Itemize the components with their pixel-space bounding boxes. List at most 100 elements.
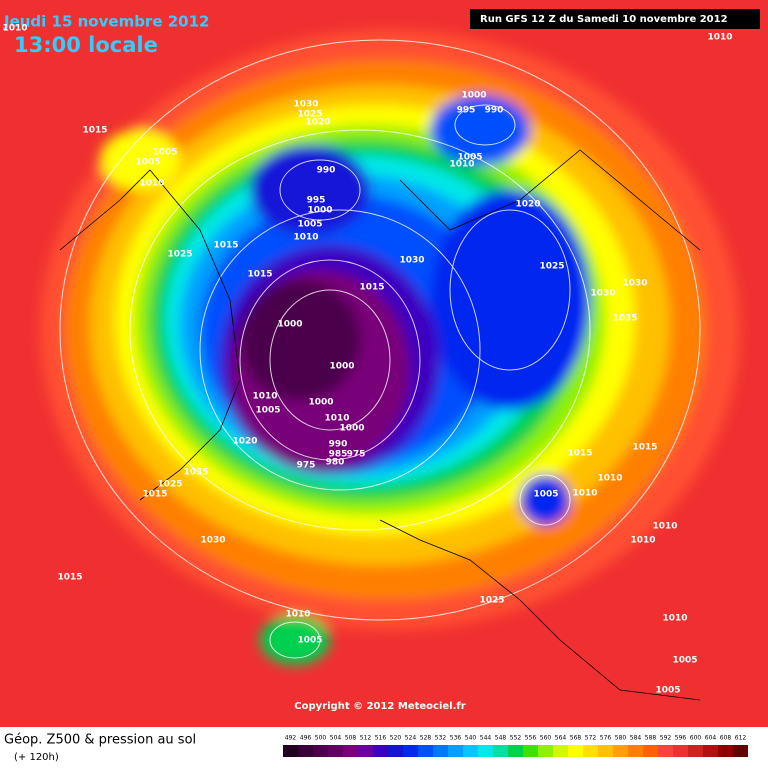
- pressure-label: 1030: [622, 279, 647, 289]
- scale-swatch: [673, 745, 688, 757]
- run-box: [470, 9, 760, 29]
- pressure-label: 1000: [307, 206, 332, 216]
- pressure-label: 1005: [255, 406, 280, 416]
- pressure-label: 1020: [305, 118, 330, 128]
- pressure-label: 1005: [533, 490, 558, 500]
- scale-swatch: [613, 745, 628, 757]
- pressure-label: 1010: [652, 522, 677, 532]
- pressure-label: 1010: [449, 160, 474, 170]
- scale-swatch: [628, 745, 643, 757]
- scale-swatch: [328, 745, 343, 757]
- pressure-label: 1015: [82, 126, 107, 136]
- scale-label: 608: [720, 735, 732, 742]
- scale-label: 524: [405, 735, 417, 742]
- pressure-label: 1025: [479, 596, 504, 606]
- pressure-label: 980: [326, 458, 345, 468]
- scale-label: 572: [585, 735, 597, 742]
- scale-swatch: [583, 745, 598, 757]
- pressure-label: 1010: [252, 392, 277, 402]
- time: 13:00 locale: [14, 33, 158, 57]
- scale-label: 588: [645, 735, 657, 742]
- pressure-label: 1005: [135, 158, 160, 168]
- scale-label: 540: [465, 735, 477, 742]
- scale-swatch: [523, 745, 538, 757]
- scale-label: 544: [480, 735, 492, 742]
- pressure-label: 1010: [285, 610, 310, 620]
- scale-swatch: [568, 745, 583, 757]
- scale-label: 556: [525, 735, 537, 742]
- scale-swatch: [433, 745, 448, 757]
- pressure-label: 1020: [515, 200, 540, 210]
- pressure-label: 1025: [297, 110, 322, 120]
- scale-label: 496: [300, 735, 312, 742]
- pressure-label: 1025: [167, 250, 192, 260]
- pressure-label: 1000: [339, 424, 364, 434]
- scale-swatch: [733, 745, 748, 757]
- pressure-label: 985: [329, 450, 348, 460]
- pressure-label: 1010: [2, 24, 27, 34]
- scale-label: 564: [555, 735, 567, 742]
- scale-swatch: [358, 745, 373, 757]
- scale-label: 600: [690, 735, 702, 742]
- scale-swatch: [508, 745, 523, 757]
- pressure-label: 1005: [297, 636, 322, 646]
- scale-swatch: [478, 745, 493, 757]
- pressure-label: 975: [347, 450, 366, 460]
- date: Jeudi 15 novembre 2012: [3, 13, 209, 31]
- pressure-label: 1025: [157, 480, 182, 490]
- scale-label: 548: [495, 735, 507, 742]
- scale-swatch: [658, 745, 673, 757]
- scale-swatch: [373, 745, 388, 757]
- pressure-label: 995: [307, 196, 326, 206]
- scale-swatch: [703, 745, 718, 757]
- scale-swatch: [463, 745, 478, 757]
- pressure-label: 1010: [597, 474, 622, 484]
- scale-label: 532: [435, 735, 447, 742]
- scale-label: 500: [315, 735, 327, 742]
- copyright: Copyright © 2012 Meteociel.fr: [294, 701, 465, 712]
- scale-label: 580: [615, 735, 627, 742]
- pressure-label: 1015: [213, 241, 238, 251]
- scale-swatch: [313, 745, 328, 757]
- scale-label: 492: [285, 735, 297, 742]
- pressure-label: 1030: [590, 289, 615, 299]
- scale-label: 596: [675, 735, 687, 742]
- pressure-label: 1005: [297, 220, 322, 230]
- pressure-label: 1005: [457, 153, 482, 163]
- pressure-label: 990: [485, 106, 504, 116]
- pressure-label: 1005: [655, 686, 680, 696]
- pressure-label: 1015: [142, 490, 167, 500]
- pressure-label: 1030: [399, 256, 424, 266]
- scale-swatch: [688, 745, 703, 757]
- scale-label: 552: [510, 735, 522, 742]
- scale-swatch: [643, 745, 658, 757]
- scale-label: 560: [540, 735, 552, 742]
- pressure-label: 1035: [612, 314, 637, 324]
- scale-swatch: [298, 745, 313, 757]
- scale-swatch: [388, 745, 403, 757]
- pressure-label: 1015: [632, 443, 657, 453]
- pressure-label: 1030: [293, 100, 318, 110]
- scale-label: 604: [705, 735, 717, 742]
- scale-label: 512: [360, 735, 372, 742]
- legend-title: Géop. Z500 & pression au sol: [4, 733, 196, 748]
- scale-label: 568: [570, 735, 582, 742]
- scale-swatch: [343, 745, 358, 757]
- scale-label: 592: [660, 735, 672, 742]
- pressure-label: 1000: [461, 91, 486, 101]
- pressure-label: 1010: [572, 489, 597, 499]
- scale-label: 508: [345, 735, 357, 742]
- height-field: [0, 0, 768, 727]
- pressure-label: 1000: [277, 320, 302, 330]
- scale-swatch: [718, 745, 733, 757]
- pressure-label: 1015: [247, 270, 272, 280]
- color-scale: 492 496 500 504 508 512 516 520 524 528 532 536 540 5…: [283, 735, 748, 757]
- scale-label: 504: [330, 735, 342, 742]
- scale-label: 528: [420, 735, 432, 742]
- scale-label: 612: [735, 735, 747, 742]
- pressure-label: 1000: [329, 362, 354, 372]
- pressure-label: 1015: [567, 449, 592, 459]
